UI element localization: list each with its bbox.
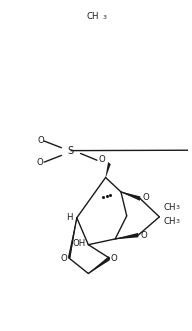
Text: CH: CH [86, 12, 99, 21]
Text: O: O [37, 136, 44, 145]
Polygon shape [88, 256, 110, 274]
Polygon shape [121, 192, 140, 201]
Text: 3: 3 [175, 206, 179, 211]
Text: O: O [142, 193, 149, 202]
Text: S: S [67, 146, 73, 156]
Polygon shape [115, 233, 138, 239]
Text: O: O [37, 158, 43, 166]
Polygon shape [105, 162, 111, 178]
Text: O: O [61, 254, 68, 262]
Text: O: O [111, 254, 118, 262]
Text: CH: CH [163, 217, 175, 226]
Text: CH: CH [163, 204, 175, 213]
Polygon shape [68, 218, 77, 259]
Text: O: O [98, 155, 105, 164]
Text: 3: 3 [175, 219, 179, 224]
Text: 3: 3 [102, 15, 106, 20]
Text: H: H [66, 213, 73, 222]
Text: OH: OH [72, 239, 86, 248]
Text: O: O [141, 231, 147, 240]
